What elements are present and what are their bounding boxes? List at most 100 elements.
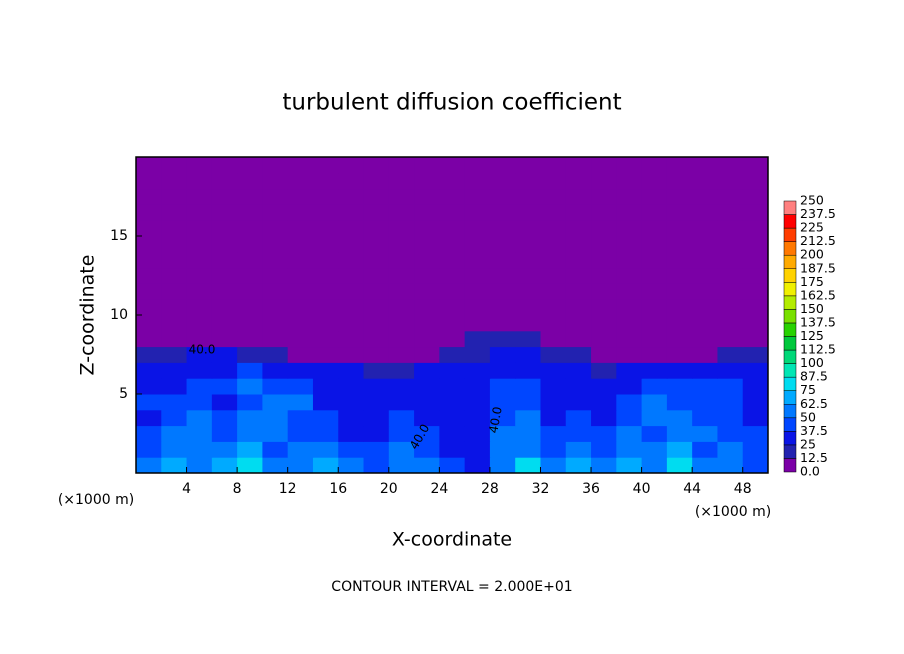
colorbar-band <box>783 254 797 269</box>
field-cell <box>237 394 263 411</box>
field-cell <box>237 157 263 174</box>
field-cell <box>565 394 592 411</box>
field-cell <box>186 188 213 205</box>
field-cell <box>565 283 592 300</box>
field-cell <box>388 346 415 363</box>
field-cell <box>742 409 769 427</box>
field-cell <box>641 172 668 190</box>
field-cell <box>464 315 491 332</box>
field-cell <box>464 409 491 427</box>
field-cell <box>363 188 390 205</box>
field-cell <box>742 378 769 395</box>
colorbar-label: 12.5 <box>800 450 828 465</box>
field-cell <box>363 378 390 395</box>
field-cell <box>388 267 415 284</box>
field-cell <box>287 188 314 205</box>
field-cell <box>641 394 668 411</box>
colorbar-label: 212.5 <box>800 233 836 248</box>
field-cell <box>136 378 162 395</box>
field-cell <box>186 204 213 221</box>
colorbar-label: 250 <box>800 193 824 208</box>
field-cell <box>565 299 592 316</box>
field-cell <box>717 157 744 174</box>
field-cell <box>717 409 744 427</box>
field-cell <box>287 378 314 395</box>
field-cell <box>211 251 238 269</box>
field-cell <box>616 330 643 348</box>
field-cell <box>591 362 617 379</box>
y-tick-label: 10 <box>110 307 128 323</box>
field-cell <box>211 441 238 458</box>
field-cell <box>237 251 263 269</box>
field-cell <box>211 330 238 348</box>
field-cell <box>414 283 440 300</box>
field-cell <box>641 220 668 237</box>
field-cell <box>237 267 263 284</box>
field-cell <box>287 157 314 174</box>
field-cell <box>692 378 718 395</box>
field-cell <box>338 236 365 253</box>
field-cell <box>515 425 541 442</box>
colorbar-label: 25 <box>800 436 816 451</box>
field-cell <box>540 299 567 316</box>
field-cell <box>136 362 162 379</box>
colorbar-band <box>783 349 797 364</box>
field-cell <box>717 315 744 332</box>
field-cell <box>388 204 415 221</box>
field-cell <box>692 315 718 332</box>
field-cell <box>591 267 617 284</box>
field-cell <box>363 236 390 253</box>
field-cell <box>515 299 541 316</box>
field-cell <box>136 236 162 253</box>
field-cell <box>338 425 365 442</box>
field-cell <box>717 441 744 458</box>
colorbar-band <box>783 200 797 215</box>
field-cell <box>515 315 541 332</box>
field-cell <box>666 236 693 253</box>
y-tick-label: 5 <box>119 386 128 402</box>
field-cell <box>136 457 162 474</box>
field-cell <box>616 220 643 237</box>
field-cell <box>312 220 339 237</box>
field-cell <box>540 236 567 253</box>
field-cell <box>338 394 365 411</box>
field-cell <box>136 251 162 269</box>
field-cell <box>565 236 592 253</box>
field-cell <box>439 362 466 379</box>
field-cell <box>388 172 415 190</box>
field-cell <box>666 425 693 442</box>
field-cell <box>161 409 188 427</box>
field-cell <box>742 457 769 474</box>
field-cell <box>742 441 769 458</box>
field-cell <box>439 204 466 221</box>
field-cell <box>666 251 693 269</box>
field-cell <box>363 330 390 348</box>
field-cell <box>616 362 643 379</box>
field-cell <box>388 378 415 395</box>
field-cell <box>540 346 567 363</box>
field-cell <box>464 157 491 174</box>
field-cell <box>388 425 415 442</box>
y-axis-label: Z-coordinate <box>77 255 99 376</box>
field-cell <box>186 251 213 269</box>
field-cell <box>262 315 289 332</box>
field-cell <box>742 315 769 332</box>
field-cell <box>211 425 238 442</box>
field-cell <box>161 346 188 363</box>
field-cell <box>464 251 491 269</box>
field-cell <box>439 378 466 395</box>
field-cell <box>692 299 718 316</box>
field-cell <box>439 346 466 363</box>
field-cell <box>414 315 440 332</box>
colorbar-band <box>783 309 797 324</box>
field-cell <box>591 157 617 174</box>
colorbar-label: 112.5 <box>800 342 836 357</box>
field-cell <box>338 409 365 427</box>
field-cell <box>464 204 491 221</box>
colorbar-band <box>783 431 797 446</box>
field-cell <box>136 299 162 316</box>
field-cell <box>591 315 617 332</box>
field-cell <box>262 236 289 253</box>
field-cell <box>161 330 188 348</box>
field-cell <box>414 330 440 348</box>
